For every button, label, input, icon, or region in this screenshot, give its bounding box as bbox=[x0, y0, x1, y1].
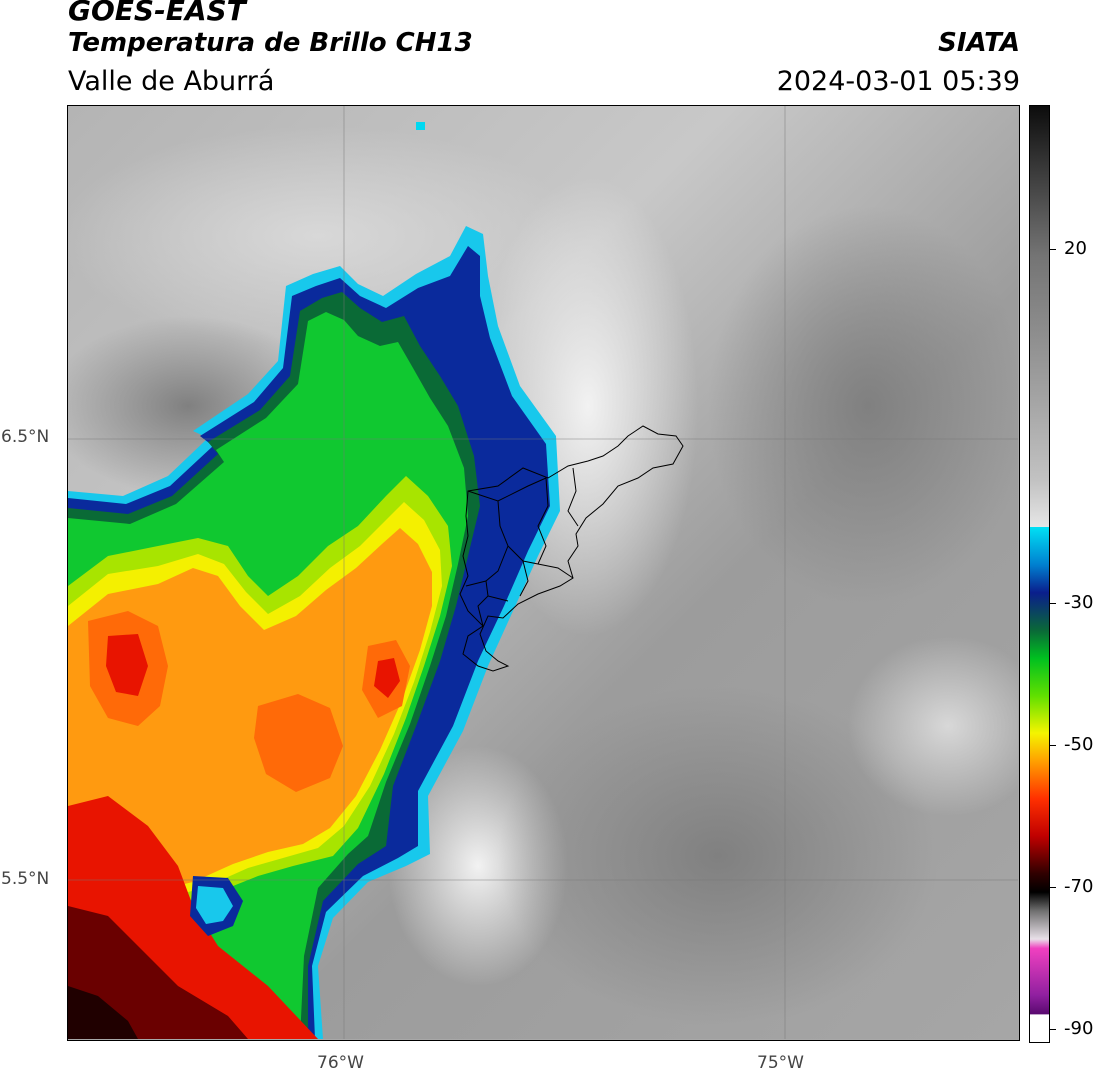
timestamp-label: 2024-03-01 05:39 bbox=[776, 66, 1020, 97]
colorbar-tick bbox=[1050, 887, 1056, 888]
region-subtitle: Valle de Aburrá bbox=[68, 66, 275, 97]
longitude-label: 75°W bbox=[757, 1053, 804, 1073]
dark-gray-region-east bbox=[708, 206, 1018, 606]
product-title: Temperatura de Brillo CH13 bbox=[68, 28, 473, 58]
temperature-colorbar bbox=[1029, 105, 1050, 1043]
latitude-label: 5.5°N bbox=[1, 869, 50, 889]
longitude-label: 76°W bbox=[317, 1053, 364, 1073]
municipality-boundaries bbox=[459, 425, 684, 672]
colorbar-gradient bbox=[1030, 106, 1049, 1042]
brightness-temperature-map bbox=[68, 106, 1018, 1039]
colorbar-tick bbox=[1050, 603, 1056, 604]
small-cold-cell bbox=[416, 122, 425, 130]
colorbar-tick bbox=[1050, 1029, 1056, 1030]
cloud-contour-dark-orange bbox=[88, 611, 410, 792]
colorbar-tick bbox=[1050, 745, 1056, 746]
colorbar-label: 20 bbox=[1064, 238, 1087, 259]
dark-gray-region-southeast bbox=[498, 686, 938, 1026]
latitude-label: 6.5°N bbox=[1, 427, 50, 447]
organization-label: SIATA bbox=[938, 28, 1020, 58]
satellite-map[interactable] bbox=[67, 105, 1020, 1041]
colorbar-label: -50 bbox=[1064, 734, 1094, 755]
colorbar-label: -30 bbox=[1064, 592, 1094, 613]
light-gray-region bbox=[848, 636, 1018, 816]
cloud-contour-dark-red bbox=[68, 906, 248, 1039]
cloud-contour-red bbox=[68, 634, 400, 1039]
colorbar-label: -70 bbox=[1064, 876, 1094, 897]
colorbar-tick bbox=[1050, 249, 1056, 250]
cold-cell-cyan bbox=[196, 886, 233, 924]
colorbar-label: -90 bbox=[1064, 1018, 1094, 1039]
graticule bbox=[68, 106, 1018, 1039]
satellite-title: GOES-EAST bbox=[68, 0, 246, 27]
cloud-contour-black bbox=[68, 986, 138, 1039]
